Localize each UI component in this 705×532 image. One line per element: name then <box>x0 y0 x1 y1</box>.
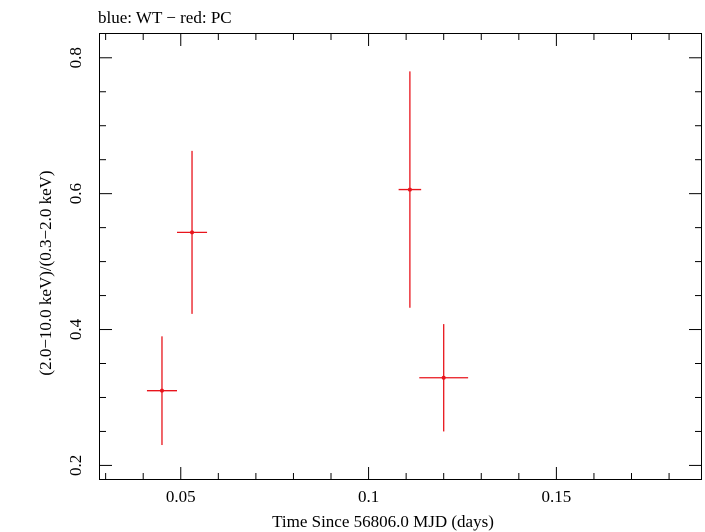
chart-title: blue: WT − red: PC <box>98 8 232 27</box>
plot-frame <box>99 33 702 480</box>
y-axis-label: (2.0−10.0 keV)/(0.3−2.0 keV) <box>36 170 55 375</box>
data-point <box>419 324 469 432</box>
point-marker <box>159 388 164 393</box>
y-tick-label: 0.4 <box>66 318 85 340</box>
data-point <box>398 71 422 308</box>
data-points <box>146 71 469 446</box>
point-marker <box>407 187 412 192</box>
y-tick-label: 0.8 <box>66 47 85 68</box>
axis-ticks <box>100 34 701 479</box>
x-tick-label: 0.15 <box>542 487 572 506</box>
y-tick-label: 0.2 <box>66 455 85 476</box>
point-marker <box>190 230 195 235</box>
data-point <box>177 150 208 314</box>
data-point <box>146 336 178 446</box>
x-tick-label: 0.05 <box>166 487 196 506</box>
axis-tick-labels: 0.05 0.1 0.15 0.2 0.4 0.6 0.8 <box>66 47 571 506</box>
x-tick-label: 0.1 <box>358 487 379 506</box>
y-tick-label: 0.6 <box>66 183 85 204</box>
x-axis-label: Time Since 56806.0 MJD (days) <box>272 512 494 531</box>
point-marker <box>441 375 446 380</box>
